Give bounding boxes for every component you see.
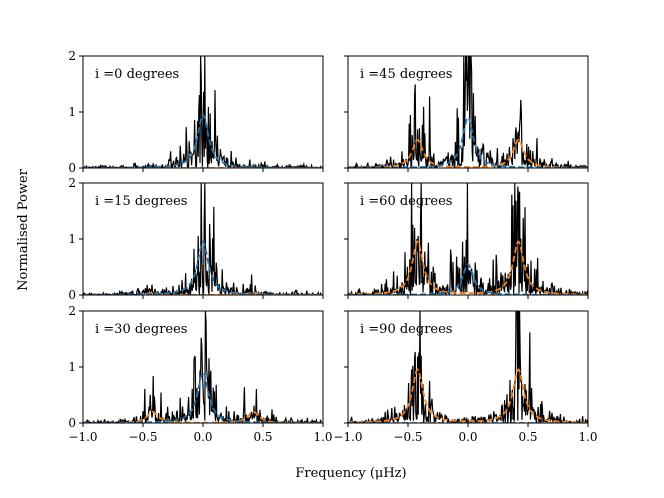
x-tick-label: −1.0: [68, 430, 97, 444]
panel-label: i =90 degrees: [360, 322, 452, 337]
y-tick-label: 2: [68, 49, 76, 63]
y-tick-label: 0: [68, 416, 76, 430]
m1-fit-line: [348, 240, 588, 295]
y-tick-label: 1: [68, 105, 76, 119]
y-tick-label: 0: [68, 161, 76, 175]
m1-fit-line: [348, 138, 588, 168]
m1-fit-line: [348, 368, 588, 423]
x-tick-label: 1.0: [578, 430, 597, 444]
panel-label: i =60 degrees: [360, 194, 452, 209]
panel-label: i =30 degrees: [95, 322, 187, 337]
x-tick-label: 1.0: [313, 430, 332, 444]
observed-spectrum-line: [348, 311, 588, 423]
y-tick-label: 1: [68, 232, 76, 246]
y-tick-label: 2: [68, 176, 76, 190]
x-tick-label: −0.5: [393, 430, 422, 444]
panel-15: 0 1 2 i =15 degrees: [68, 176, 324, 302]
x-tick-label: 0.0: [193, 430, 212, 444]
panel-0: 0 1 2 i =0 degrees: [68, 49, 324, 175]
panel-60: i =60 degrees: [344, 182, 589, 299]
y-tick-label: 2: [68, 304, 76, 318]
x-tick-label: −0.5: [128, 430, 157, 444]
x-tick-label: 0.0: [458, 430, 477, 444]
panel-label: i =0 degrees: [95, 67, 179, 82]
panel-label: i =45 degrees: [360, 67, 452, 82]
panel-label: i =15 degrees: [95, 194, 187, 209]
y-axis-label: Normalised Power: [16, 168, 31, 290]
panel-30: 0 1 2 −1.0 −0.5 0.0 0.5 1.0 i =30 degrees: [68, 304, 332, 444]
x-tick-label: 0.5: [253, 430, 272, 444]
panel-90: −1.0 −0.5 0.0 0.5 1.0 i =90 degrees: [333, 310, 598, 444]
y-tick-label: 0: [68, 288, 76, 302]
y-tick-label: 1: [68, 360, 76, 374]
panel-45: i =45 degrees: [344, 55, 589, 172]
x-axis-label: Frequency (μHz): [295, 466, 406, 481]
x-tick-label: 0.5: [518, 430, 537, 444]
x-tick-label: −1.0: [333, 430, 362, 444]
